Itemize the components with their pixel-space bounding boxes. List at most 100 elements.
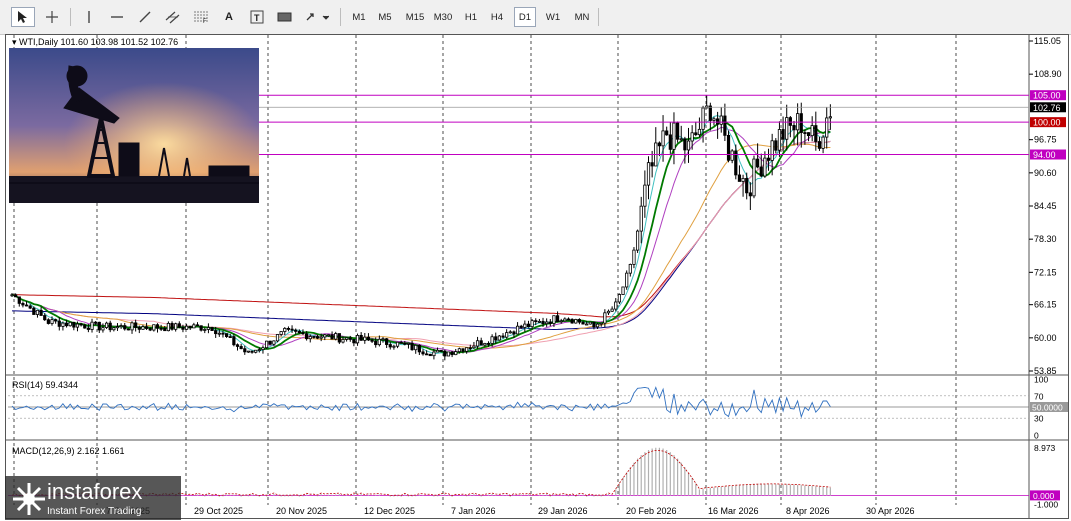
candle-body — [515, 325, 520, 335]
level-tag-bg — [1030, 90, 1066, 101]
candle-body — [137, 327, 141, 330]
candle-body — [592, 321, 596, 328]
last-price-tag-bg — [1030, 102, 1066, 113]
candle-body — [435, 349, 440, 353]
timeframe-h1[interactable]: H1 — [464, 11, 478, 23]
price-tick-label: 96.75 — [1034, 135, 1057, 145]
chart-window[interactable]: 105.00 100.00 94.00 102.76 115.05 108.90 96.7… — [5, 34, 1069, 519]
candle-body — [425, 353, 429, 356]
candle-body — [334, 333, 338, 340]
timeframe-m30[interactable]: M30 — [433, 11, 453, 23]
rsi-current-tag-label: 50.0000 — [1032, 403, 1063, 413]
timeframe-h4[interactable]: H4 — [490, 11, 504, 23]
candle-body — [490, 336, 494, 344]
cursor-icon[interactable] — [11, 7, 35, 27]
candle-body — [297, 330, 301, 334]
candle-body — [708, 105, 712, 121]
candle-body — [486, 343, 491, 345]
crosshair-icon[interactable] — [40, 7, 64, 27]
text-tool-button[interactable]: A — [225, 11, 233, 23]
oil-pumpjack-image — [9, 48, 259, 203]
candle-body — [388, 344, 392, 348]
candle-body — [541, 320, 545, 325]
candle-body — [126, 328, 130, 331]
candle-body — [537, 320, 541, 323]
candle-body — [10, 294, 14, 297]
candle-body — [508, 331, 512, 334]
candle-body — [83, 324, 87, 329]
timeframe-d1[interactable]: D1 — [514, 7, 536, 27]
candle-body — [686, 140, 691, 151]
candle-body — [348, 337, 352, 340]
fibonacci-icon[interactable]: F — [190, 7, 212, 27]
candle-body — [745, 178, 749, 194]
candle-body — [788, 117, 792, 126]
rectangle-icon[interactable] — [274, 7, 296, 27]
candle-body — [75, 323, 80, 328]
trendline-icon[interactable] — [134, 7, 156, 27]
text-label-icon[interactable]: T — [246, 7, 268, 27]
collapse-triangle-icon[interactable]: ▾ — [12, 37, 17, 47]
candle-body — [606, 310, 611, 314]
horizontal-line-icon[interactable] — [106, 7, 128, 27]
timeframe-m15[interactable]: M15 — [405, 11, 425, 23]
candle-body — [152, 324, 156, 331]
candle-body — [188, 325, 192, 329]
candle-body — [770, 140, 774, 161]
candle-body — [254, 349, 258, 353]
candle-body — [639, 205, 643, 232]
candle-body — [250, 350, 254, 353]
candle-body — [246, 350, 251, 353]
candle-body — [174, 323, 178, 330]
vertical-line-icon[interactable] — [78, 7, 100, 27]
timeframe-m5[interactable]: M5 — [378, 11, 392, 23]
last-price-tag-label: 102.76 — [1033, 103, 1061, 113]
arrows-icon[interactable] — [302, 7, 332, 27]
candle-body — [257, 349, 261, 351]
candle-body — [319, 336, 323, 339]
candle-body — [763, 157, 767, 177]
candle-body — [177, 323, 181, 328]
candle-body — [625, 272, 629, 288]
candle-body — [312, 336, 316, 338]
candle-body — [359, 335, 363, 341]
candle-body — [119, 325, 123, 328]
macd-zero-tag-label: 0.000 — [1033, 491, 1055, 501]
candle-body — [439, 349, 443, 352]
date-label: 29 Oct 2025 — [194, 506, 243, 516]
candle-body — [392, 345, 396, 348]
candle-body — [370, 339, 374, 342]
rsi-line — [11, 386, 831, 419]
candle-body — [115, 326, 120, 329]
candle-body — [374, 340, 378, 346]
candle-body — [330, 334, 334, 340]
candle-body — [406, 342, 411, 345]
candle-body — [454, 351, 458, 356]
candle-body — [679, 138, 683, 141]
candle-body — [243, 348, 247, 353]
channel-icon[interactable] — [162, 7, 184, 27]
price-tick-label: 84.45 — [1034, 201, 1057, 211]
price-tick-label: 72.15 — [1034, 267, 1057, 277]
candle-body — [24, 304, 29, 307]
candle-body — [377, 338, 381, 346]
candle-body — [475, 340, 480, 347]
date-label: 20 Feb 2026 — [626, 506, 677, 516]
date-label: 16 Mar 2026 — [708, 506, 759, 516]
candle-body — [683, 138, 687, 151]
candle-body — [661, 130, 665, 147]
candle-body — [577, 319, 581, 323]
candle-body — [628, 264, 632, 274]
candle-body — [785, 117, 789, 140]
candle-body — [665, 130, 669, 136]
candle-body — [792, 125, 796, 131]
ma-orange-line — [11, 143, 831, 349]
date-label: 12 Dec 2025 — [364, 506, 415, 516]
candle-body — [741, 178, 745, 182]
candle-body — [279, 331, 283, 335]
timeframe-mn[interactable]: MN — [574, 11, 590, 23]
timeframe-m1[interactable]: M1 — [352, 11, 366, 23]
timeframe-w1[interactable]: W1 — [545, 11, 561, 23]
candle-body — [305, 333, 309, 340]
candle-body — [585, 323, 589, 326]
